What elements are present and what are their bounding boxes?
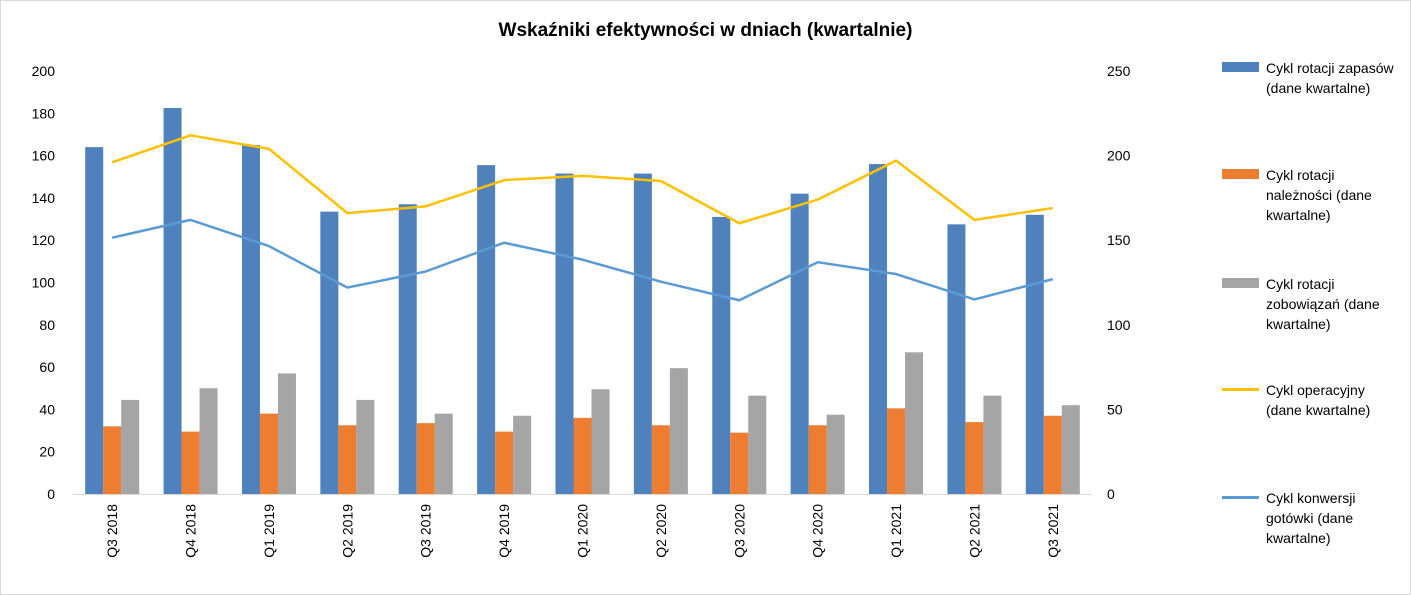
left-axis-tick-label: 180 [32, 105, 56, 121]
bar-3-q1-2020 [591, 389, 610, 494]
legend-swatch [1222, 496, 1259, 499]
right-axis-tick-label: 150 [1107, 232, 1131, 248]
x-axis-category-label: Q4 2019 [496, 504, 512, 558]
chart-title: Wskaźniki efektywności w dniach (kwartal… [498, 20, 913, 41]
bar-1-q1-2019 [241, 145, 260, 494]
x-axis-category-label: Q2 2020 [653, 504, 669, 558]
bar-3-q4-2020 [826, 414, 845, 494]
legend-swatch [1222, 278, 1259, 288]
x-axis-category-label: Q1 2020 [575, 504, 591, 558]
bar-2-q3-2021 [1043, 415, 1062, 494]
x-axis-category-label: Q2 2019 [339, 504, 355, 558]
left-axis-tick-label: 60 [39, 359, 55, 375]
bar-2-q4-2018 [181, 431, 200, 494]
line-series-group [111, 134, 1054, 302]
legend-label: Cykl rotacji zapasów (dane kwartalne) [1266, 60, 1394, 96]
bar-2-q1-2019 [259, 413, 278, 494]
bar-1-q2-2019 [320, 211, 339, 494]
x-axis-labels: Q3 2018 Q4 2018 Q1 2019 Q2 2019 Q3 2019 Q4 20… [104, 504, 1061, 558]
left-axis-tick-label: 120 [32, 232, 56, 248]
bar-2-q2-2019 [338, 425, 357, 494]
bar-2-q4-2019 [495, 431, 514, 494]
bar-2-q2-2020 [651, 425, 670, 494]
x-axis-category-label: Q1 2019 [261, 504, 277, 558]
bar-2-q4-2020 [808, 425, 827, 494]
line-series-2 [111, 218, 1054, 302]
left-axis-tick-label: 160 [32, 148, 56, 164]
right-axis: 0 50 100 150 200 250 [1107, 63, 1131, 502]
bar-3-q2-2020 [669, 368, 688, 494]
line-series-1 [111, 134, 1053, 225]
bar-1-q4-2020 [790, 193, 809, 495]
left-axis-tick-label: 40 [39, 401, 55, 417]
bar-2-q3-2018 [103, 426, 122, 494]
left-axis-tick-label: 200 [32, 63, 56, 79]
bar-3-q2-2019 [356, 399, 375, 494]
bar-2-q3-2020 [730, 432, 749, 494]
left-axis-tick-label: 0 [47, 486, 55, 502]
left-axis-tick-label: 140 [32, 190, 56, 206]
right-axis-tick-label: 0 [1107, 486, 1115, 502]
right-axis-tick-label: 100 [1107, 317, 1131, 333]
left-axis-tick-label: 100 [32, 275, 56, 291]
bar-3-q4-2018 [199, 388, 218, 494]
x-axis-category-label: Q3 2021 [1045, 504, 1061, 558]
bar-series-group [85, 108, 1080, 495]
bar-2-q3-2019 [416, 423, 435, 494]
bar-3-q2-2021 [983, 395, 1002, 494]
legend-swatch [1222, 388, 1259, 391]
x-axis-category-label: Q4 2018 [183, 504, 199, 558]
legend-swatch [1222, 169, 1259, 179]
x-axis-category-label: Q1 2021 [888, 504, 904, 558]
legend-label: Cykl konwersji gotówki (dane kwartalne) [1266, 490, 1356, 546]
bar-1-q2-2020 [633, 173, 652, 494]
bar-1-q1-2020 [555, 173, 574, 494]
x-axis-category-label: Q3 2018 [104, 504, 120, 558]
bar-1-q4-2019 [477, 165, 496, 494]
legend-label: Cykl rotacji zobowiązań (dane kwartalne) [1266, 276, 1380, 332]
x-axis-category-label: Q3 2020 [731, 504, 747, 558]
x-axis-category-label: Q2 2021 [966, 504, 982, 558]
bar-1-q4-2018 [163, 108, 182, 494]
bar-2-q1-2020 [573, 417, 592, 494]
left-axis: 0 20 40 60 80 100 120 140 160 180 200 [32, 63, 56, 502]
bar-2-q2-2021 [965, 422, 984, 494]
right-axis-tick-label: 250 [1107, 63, 1131, 79]
legend-label: Cykl operacyjny (dane kwartalne) [1266, 382, 1371, 418]
left-axis-tick-label: 80 [39, 317, 55, 333]
bar-3-q3-2020 [748, 395, 767, 494]
left-axis-tick-label: 20 [39, 444, 55, 460]
bar-1-q3-2020 [712, 216, 731, 494]
bar-2-q1-2021 [887, 408, 906, 494]
bar-3-q3-2019 [434, 413, 453, 494]
bar-1-q3-2021 [1025, 214, 1044, 494]
bar-3-q1-2021 [905, 352, 924, 494]
x-axis-category-label: Q4 2020 [810, 504, 826, 558]
bar-3-q1-2019 [277, 373, 296, 494]
bar-3-q4-2019 [513, 415, 532, 494]
right-axis-tick-label: 50 [1107, 401, 1123, 417]
bar-1-q2-2021 [947, 224, 966, 494]
legend-swatch [1222, 62, 1259, 72]
bar-1-q3-2018 [85, 147, 104, 494]
bar-3-q3-2018 [121, 399, 140, 494]
right-axis-tick-label: 200 [1107, 148, 1131, 164]
bar-1-q1-2021 [869, 164, 888, 494]
x-axis-category-label: Q3 2019 [418, 504, 434, 558]
bar-1-q3-2019 [398, 204, 417, 494]
bar-3-q3-2021 [1061, 405, 1080, 494]
legend-label: Cykl rotacji należności (dane kwartalne) [1266, 167, 1372, 223]
